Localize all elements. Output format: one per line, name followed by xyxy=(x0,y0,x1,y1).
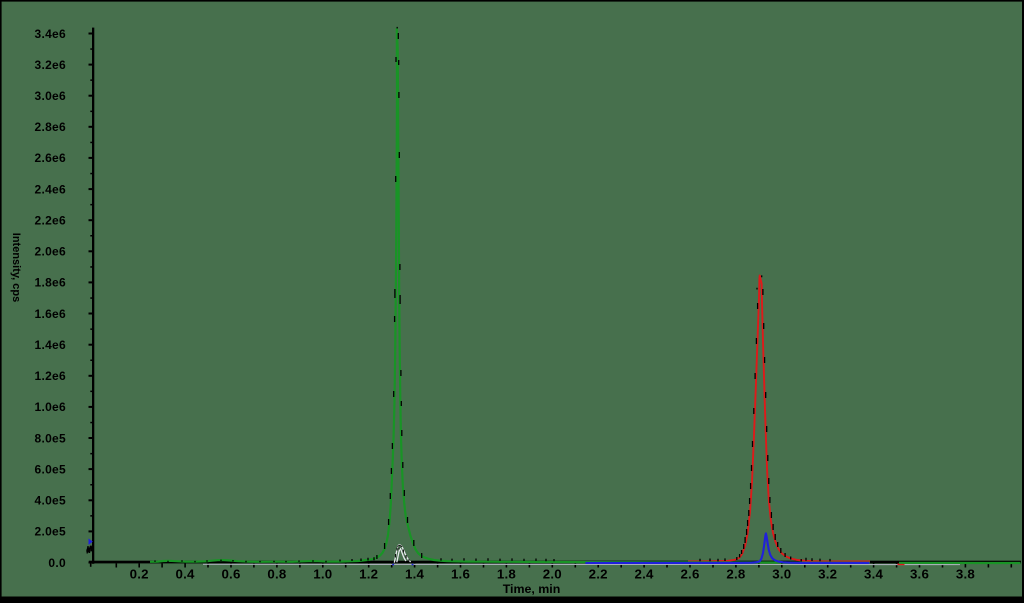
svg-text:0.8: 0.8 xyxy=(267,566,286,581)
svg-text:2.6: 2.6 xyxy=(680,566,699,581)
svg-text:1.6e6: 1.6e6 xyxy=(34,307,66,321)
svg-text:3.8: 3.8 xyxy=(956,566,975,581)
svg-text:3.2: 3.2 xyxy=(818,566,837,581)
svg-text:1.4: 1.4 xyxy=(405,566,424,581)
svg-text:3.0e6: 3.0e6 xyxy=(34,89,66,103)
svg-text:0.0: 0.0 xyxy=(48,556,66,570)
svg-text:Intensity, cps: Intensity, cps xyxy=(10,233,22,302)
svg-text:1.0e6: 1.0e6 xyxy=(34,400,66,414)
svg-text:0.4: 0.4 xyxy=(176,566,195,581)
svg-text:3.4e6: 3.4e6 xyxy=(34,27,66,41)
svg-text:8.0e5: 8.0e5 xyxy=(34,431,66,445)
svg-text:4.0e5: 4.0e5 xyxy=(34,494,66,508)
svg-text:3.4: 3.4 xyxy=(864,566,883,581)
svg-text:2.0: 2.0 xyxy=(543,566,562,581)
svg-text:1.8e6: 1.8e6 xyxy=(34,276,66,290)
svg-text:Time, min: Time, min xyxy=(503,582,561,596)
svg-text:1.2e6: 1.2e6 xyxy=(34,369,66,383)
svg-text:2.8: 2.8 xyxy=(726,566,745,581)
svg-text:2.8e6: 2.8e6 xyxy=(34,120,66,134)
svg-text:0.6: 0.6 xyxy=(221,566,240,581)
svg-text:2.2e6: 2.2e6 xyxy=(34,214,66,228)
svg-text:0.2: 0.2 xyxy=(130,566,149,581)
svg-text:1.2: 1.2 xyxy=(359,566,378,581)
svg-text:3.6: 3.6 xyxy=(910,566,929,581)
svg-text:1.0: 1.0 xyxy=(313,566,332,581)
svg-text:2.4e6: 2.4e6 xyxy=(34,182,66,196)
svg-text:1.4e6: 1.4e6 xyxy=(34,338,66,352)
svg-text:2.0e5: 2.0e5 xyxy=(34,525,66,539)
svg-text:3.2e6: 3.2e6 xyxy=(34,58,66,72)
svg-text:2.2: 2.2 xyxy=(589,566,608,581)
svg-text:6.0e5: 6.0e5 xyxy=(34,462,66,476)
svg-text:1.8: 1.8 xyxy=(497,566,516,581)
svg-text:2.6e6: 2.6e6 xyxy=(34,151,66,165)
svg-text:2.0e6: 2.0e6 xyxy=(34,245,66,259)
svg-text:2.4: 2.4 xyxy=(635,566,654,581)
svg-text:3.0: 3.0 xyxy=(772,566,791,581)
svg-text:1.6: 1.6 xyxy=(451,566,470,581)
